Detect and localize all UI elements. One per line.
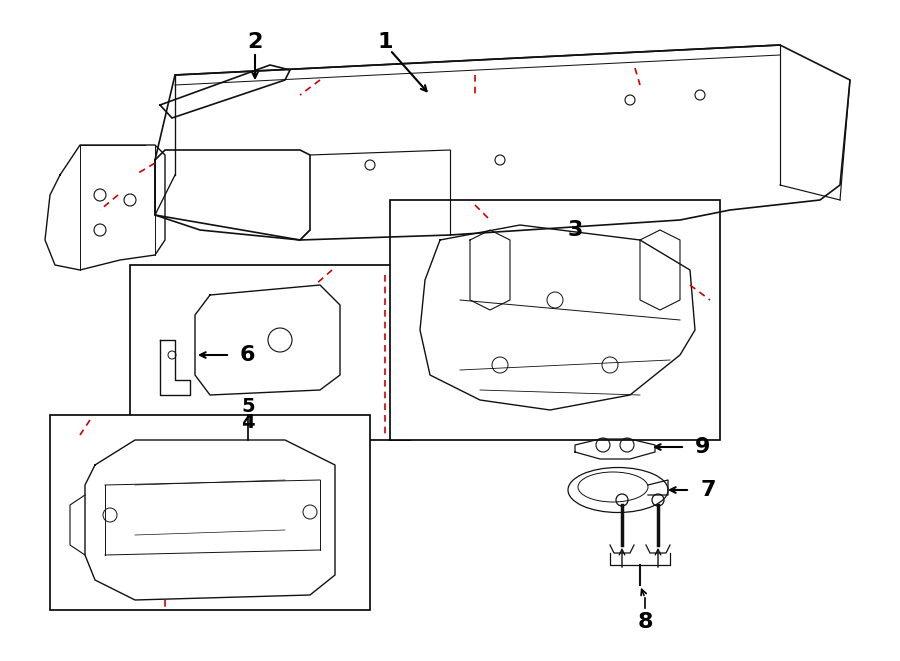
Bar [390, 200, 720, 440]
Text: 2: 2 [248, 32, 263, 52]
Bar [50, 415, 370, 610]
Text: 5: 5 [241, 397, 255, 416]
Text: 6: 6 [240, 345, 256, 365]
Bar [130, 265, 410, 440]
Text: 4: 4 [241, 412, 255, 432]
Text: 9: 9 [695, 437, 710, 457]
Text: 1: 1 [377, 32, 392, 52]
Text: 8: 8 [637, 612, 652, 632]
Text: 3: 3 [567, 220, 582, 240]
Text: 7: 7 [700, 480, 716, 500]
